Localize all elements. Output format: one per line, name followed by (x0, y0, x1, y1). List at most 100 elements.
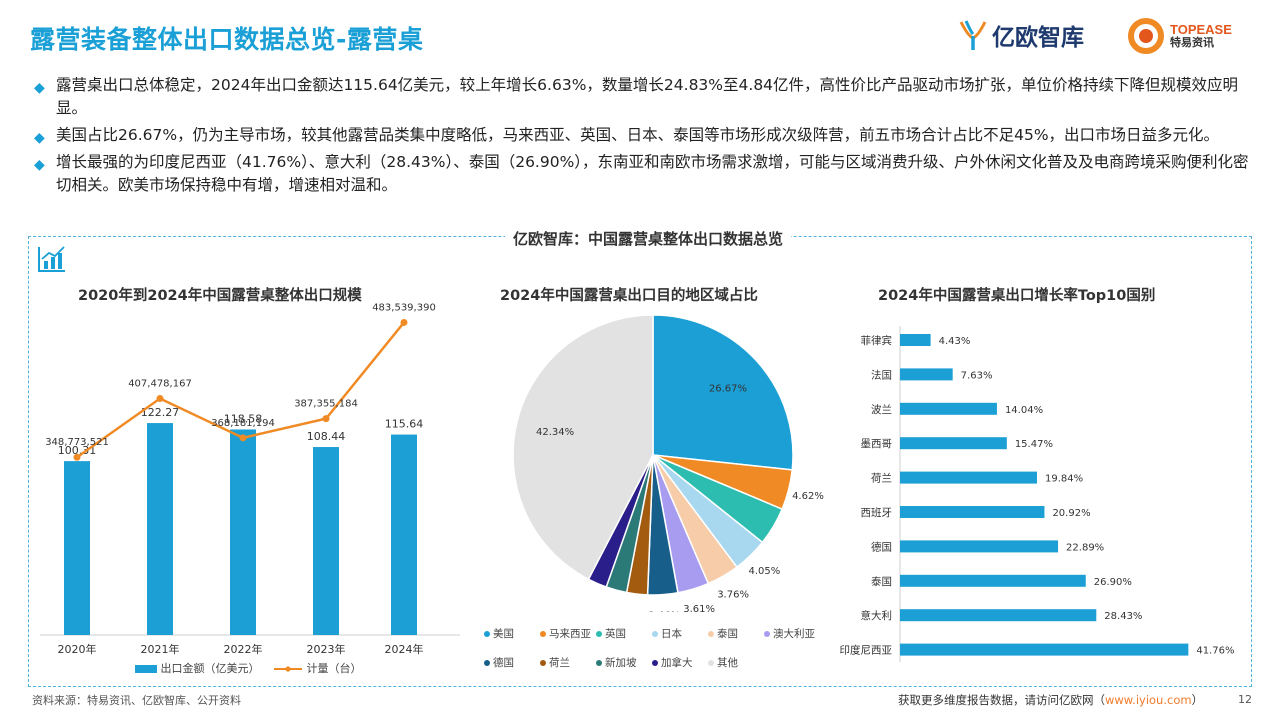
pie-legend-item: 马来西亚 (540, 626, 596, 641)
bar (900, 471, 1037, 484)
legend-label: 加拿大 (661, 657, 693, 669)
y-tick-label: 波兰 (871, 403, 892, 416)
footer-cta-text: 获取更多维度报告数据，请访问亿欧网（ (898, 693, 1105, 707)
legend-label: 美国 (493, 628, 514, 640)
destination-share-pie: 26.67% 4.62% 4.05% 3.76%3.61%3.46% 42.34% (512, 314, 824, 612)
legend-label: 马来西亚 (549, 628, 591, 640)
bar (900, 437, 1007, 450)
pie-legend: 美国 马来西亚 英国 日本 泰国 澳大利亚德国 荷兰 新加坡 加拿大 其他 (484, 622, 824, 680)
x-tick-label: 2021年 (141, 642, 180, 656)
diamond-bullet-icon: ◆ (34, 130, 45, 146)
bar-value-label: 26.90% (1094, 577, 1132, 588)
bar (900, 506, 1045, 518)
legend-label: 日本 (661, 628, 682, 640)
bar (900, 402, 997, 415)
footer-cta: 获取更多维度报告数据，请访问亿欧网（www.iyiou.com） (898, 692, 1203, 708)
bar (391, 434, 417, 635)
legend-dot (484, 631, 490, 637)
export-scale-chart: 100.31 2020年 122.27 2021年 118.58 2022年 108.44 2… (40, 302, 460, 656)
legend-dot (652, 631, 658, 637)
bar-value-label: 4.43% (939, 336, 971, 347)
pie-slice (512, 314, 654, 581)
summary-bullet: ◆ 增长最强的为印度尼西亚（41.76%）、意大利（28.43%）、泰国（26.… (32, 151, 1262, 197)
bar-chart-icon (38, 246, 65, 272)
y-tick-label: 法国 (871, 368, 892, 381)
bar-value-label: 22.89% (1066, 542, 1104, 553)
chart1-title: 2020年到2024年中国露营桌整体出口规模 (78, 288, 362, 304)
legend-dot (484, 660, 490, 666)
pie-legend-item: 其他 (708, 655, 764, 670)
legend-label: 其他 (717, 657, 738, 669)
pie-value-label: 3.76% (717, 590, 749, 601)
bar-value-label: 122.27 (141, 406, 180, 419)
diamond-bullet-icon: ◆ (34, 80, 45, 96)
line-point (156, 395, 164, 403)
legend-label: 泰国 (717, 628, 738, 640)
y-tick-label: 墨西哥 (861, 438, 893, 450)
topease-ring-icon (1128, 18, 1164, 54)
pie-value-label: 3.46% (648, 611, 680, 612)
line-value-label: 387,355,184 (294, 399, 358, 410)
pie-legend-item: 泰国 (708, 626, 764, 641)
growth-top10-chart: 菲律宾 4.43% 法国 7.63% 波兰 14.04% 墨西哥 15.47% 荷兰 19.84%… (840, 326, 1234, 662)
bar (900, 609, 1097, 622)
legend-label: 荷兰 (549, 657, 570, 669)
y-tick-label: 荷兰 (871, 472, 892, 485)
footer-cta-end: ） (1191, 693, 1204, 707)
y-tick-label: 德国 (871, 540, 892, 553)
legend-dot (652, 660, 658, 666)
pie-legend-item: 澳大利亚 (764, 626, 820, 641)
chart1-legend: 出口金额（亿美元） 计量（台） (135, 660, 362, 676)
pie-legend-item: 日本 (652, 626, 708, 641)
y-tick-label: 泰国 (871, 575, 892, 588)
legend-dot (540, 631, 546, 637)
line-value-label: 483,539,390 (372, 302, 436, 313)
pie-legend-item: 英国 (596, 626, 652, 641)
bar-value-label: 19.84% (1045, 474, 1083, 485)
pie-legend-item: 新加坡 (596, 655, 652, 670)
topease-logo-cn: 特易资讯 (1170, 36, 1214, 50)
x-tick-label: 2020年 (58, 642, 97, 656)
summary-bullet: ◆ 美国占比26.67%，仍为主导市场，较其他露营品类集中度略低，马来西亚、英国… (32, 124, 1262, 147)
page-title: 露营装备整体出口数据总览-露营桌 (30, 25, 424, 54)
y-tick-label: 意大利 (861, 609, 893, 622)
bar-value-label: 118.58 (224, 412, 263, 425)
yiou-logo: 亿欧智库 (958, 18, 1084, 52)
pie-value-label: 26.67% (709, 384, 747, 395)
legend-bar-swatch (135, 665, 157, 673)
bar-value-label: 108.44 (307, 430, 346, 443)
bullet-text: 增长最强的为印度尼西亚（41.76%）、意大利（28.43%）、泰国（26.90… (56, 153, 1249, 194)
bar (900, 643, 1189, 656)
legend-label: 英国 (605, 628, 626, 640)
legend-label: 计量（台） (306, 662, 362, 675)
bar (900, 540, 1059, 553)
bar (64, 461, 90, 635)
topease-logo-en: TOPEASE (1170, 21, 1232, 37)
legend-dot (764, 631, 770, 637)
x-tick-label: 2024年 (385, 642, 424, 656)
line-point (322, 415, 330, 423)
pie-value-label: 42.34% (536, 427, 574, 438)
summary-bullet: ◆ 露营桌出口总体稳定，2024年出口金额达115.64亿美元，较上年增长6.6… (32, 74, 1262, 120)
line-value-label: 407,478,167 (128, 379, 192, 390)
pie-legend-item: 荷兰 (540, 655, 596, 670)
page-number: 12 (1238, 693, 1252, 706)
line-value-label: 368,181,194 (211, 418, 275, 429)
line-point (73, 453, 81, 461)
y-tick-label: 印度尼西亚 (840, 644, 892, 657)
summary-bullets: ◆ 露营桌出口总体稳定，2024年出口金额达115.64亿美元，较上年增长6.6… (32, 74, 1262, 201)
bar-value-label: 15.47% (1015, 439, 1053, 450)
legend-dot (596, 631, 602, 637)
legend-label: 新加坡 (605, 657, 637, 669)
bullet-text: 美国占比26.67%，仍为主导市场，较其他露营品类集中度略低，马来西亚、英国、日… (56, 126, 1220, 144)
y-tick-label: 西班牙 (861, 507, 893, 519)
legend-label: 出口金额（亿美元） (160, 662, 260, 675)
pie-value-label: 3.61% (683, 604, 715, 612)
pie-legend-item: 美国 (484, 626, 540, 641)
legend-dot (596, 660, 602, 666)
bar-value-label: 100.31 (58, 444, 97, 457)
bar (313, 447, 339, 635)
iyiou-link[interactable]: www.iyiou.com (1105, 693, 1192, 707)
diamond-bullet-icon: ◆ (34, 157, 45, 173)
x-tick-label: 2023年 (307, 642, 346, 656)
